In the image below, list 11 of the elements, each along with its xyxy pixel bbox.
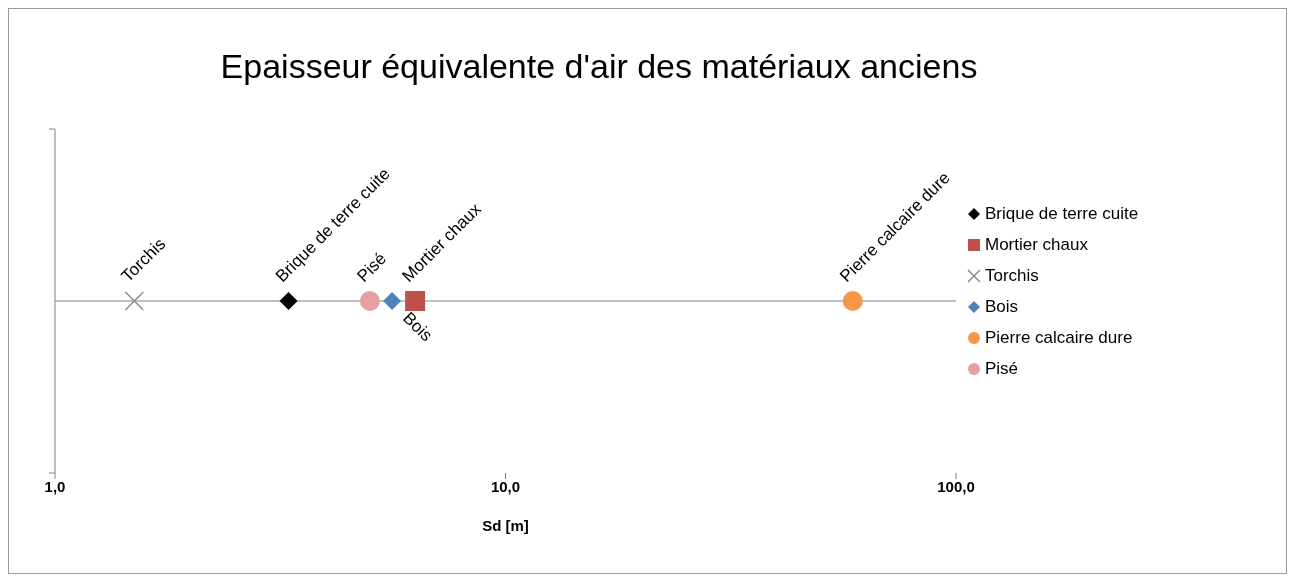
legend-label: Brique de terre cuite bbox=[985, 203, 1139, 224]
x-axis-title: Sd [m] bbox=[482, 517, 529, 534]
chart-title: Epaisseur équivalente d'air des matériaux anciens bbox=[219, 47, 979, 86]
x-tick-label: 10,0 bbox=[490, 477, 521, 495]
legend-label: Pisé bbox=[985, 358, 1019, 379]
x-tick-label: 1,0 bbox=[44, 477, 66, 495]
x-tick-label: 100,0 bbox=[937, 477, 975, 495]
legend-label: Mortier chaux bbox=[985, 234, 1088, 255]
legend-label: Bois bbox=[985, 296, 1019, 317]
legend-label: Torchis bbox=[985, 265, 1039, 286]
legend-label: Pierre calcaire dure bbox=[985, 327, 1133, 348]
